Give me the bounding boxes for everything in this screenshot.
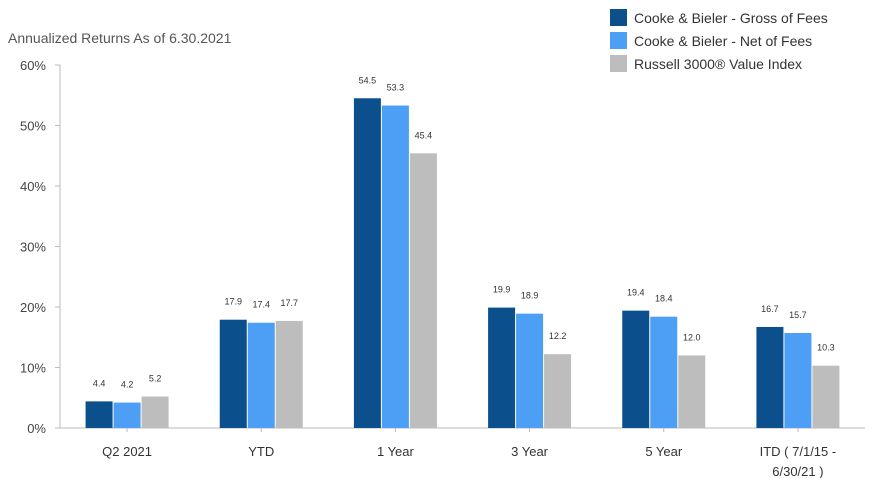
- y-tick-label: 50%: [20, 119, 46, 134]
- bar: [678, 355, 705, 428]
- bar: [622, 311, 649, 428]
- bar: [544, 354, 571, 428]
- y-tick-label: 40%: [20, 179, 46, 194]
- data-label: 18.9: [521, 291, 539, 301]
- y-tick-label: 60%: [20, 58, 46, 73]
- x-tick-label: Q2 2021: [102, 444, 152, 459]
- data-label: 53.3: [387, 83, 405, 93]
- data-label: 17.9: [224, 297, 242, 307]
- data-label: 4.2: [121, 380, 134, 390]
- data-label: 18.4: [655, 294, 673, 304]
- bar: [354, 98, 381, 428]
- x-tick-label: 6/30/21 ): [772, 464, 823, 478]
- x-tick-label: 1 Year: [377, 444, 415, 459]
- data-label: 12.0: [683, 332, 701, 342]
- y-tick-label: 10%: [20, 361, 46, 376]
- bar: [516, 314, 543, 428]
- x-tick-label: ITD ( 7/1/15 -: [760, 444, 837, 459]
- data-label: 54.5: [359, 75, 377, 85]
- data-label: 15.7: [789, 310, 807, 320]
- bar: [488, 308, 515, 428]
- y-tick-label: 30%: [20, 240, 46, 255]
- bar: [142, 397, 169, 428]
- data-label: 4.4: [93, 378, 106, 388]
- bar: [784, 333, 811, 428]
- x-tick-label: 5 Year: [645, 444, 683, 459]
- bar: [248, 323, 275, 428]
- bar: [86, 401, 113, 428]
- bar: [812, 366, 839, 428]
- bar: [410, 153, 437, 428]
- data-label: 19.4: [627, 288, 645, 298]
- data-label: 17.7: [280, 298, 298, 308]
- data-label: 17.4: [252, 300, 270, 310]
- bar: [756, 327, 783, 428]
- bar: [382, 106, 409, 428]
- x-tick-label: 3 Year: [511, 444, 549, 459]
- data-label: 12.2: [549, 331, 567, 341]
- bar: [276, 321, 303, 428]
- data-label: 45.4: [415, 130, 433, 140]
- bar: [114, 403, 141, 428]
- data-label: 19.9: [493, 285, 511, 295]
- data-label: 16.7: [761, 304, 779, 314]
- x-tick-label: YTD: [248, 444, 274, 459]
- y-tick-label: 20%: [20, 300, 46, 315]
- data-label: 10.3: [817, 343, 835, 353]
- bar: [220, 320, 247, 428]
- data-label: 5.2: [149, 374, 162, 384]
- bar: [650, 317, 677, 428]
- y-tick-label: 0%: [27, 421, 46, 436]
